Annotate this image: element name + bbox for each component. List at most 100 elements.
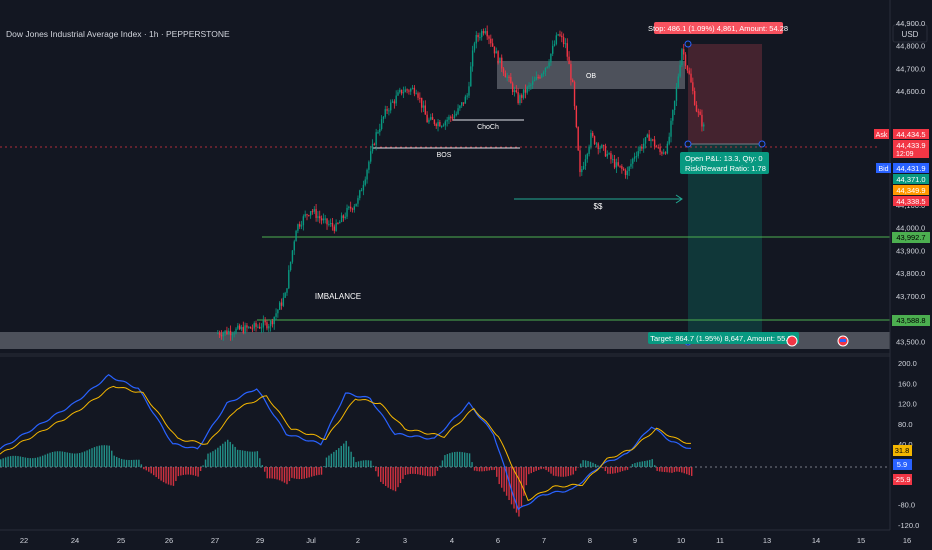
candle-body: [559, 34, 561, 36]
price-tick-9: 43,500.0: [896, 337, 925, 346]
candle-body: [333, 226, 335, 231]
candle-body: [586, 153, 588, 160]
histogram-bar: [661, 467, 663, 472]
histogram-bar: [293, 467, 296, 479]
candle-body: [495, 51, 497, 54]
histogram-bar: [582, 460, 584, 467]
histogram-bar: [123, 459, 125, 467]
candle-body: [413, 87, 416, 94]
histogram-bar: [14, 455, 17, 467]
histogram-bar: [624, 467, 626, 471]
candle-body: [683, 49, 685, 55]
candle-body: [482, 31, 485, 34]
entry-handle-left[interactable]: [684, 140, 692, 148]
time-tick-14: 10: [677, 536, 685, 545]
candle-body: [486, 31, 488, 37]
histogram-bar: [399, 467, 402, 484]
stop-zone[interactable]: [688, 44, 762, 144]
histogram-bar: [44, 454, 46, 467]
candle-body: [457, 108, 459, 114]
candle-body: [382, 116, 385, 120]
time-tick-10: 6: [496, 536, 500, 545]
currency-box[interactable]: [892, 24, 928, 43]
pane-separator[interactable]: [0, 353, 890, 357]
histogram-bar: [288, 467, 291, 482]
candle-body: [657, 147, 659, 149]
candle-body: [526, 86, 528, 93]
candle-body: [479, 37, 481, 39]
candle-body: [415, 93, 417, 95]
histogram-bar: [217, 447, 219, 467]
osc-tags-group: 31.8 5.9 -25.9: [893, 445, 912, 485]
candle-body: [406, 89, 408, 91]
histogram-bar: [165, 467, 167, 484]
histogram-bar: [120, 458, 123, 467]
price-tag-value-3: 44,371.0: [896, 175, 925, 184]
histogram-bar: [249, 451, 251, 467]
pnl-box[interactable]: [680, 152, 769, 174]
histogram-bar: [167, 467, 170, 485]
histogram-bar: [409, 467, 412, 474]
osc-tick-4: 40.0: [898, 440, 913, 449]
histogram-bar: [523, 467, 525, 496]
price-tick-3: 44,600.0: [896, 87, 925, 96]
histogram-bar: [424, 467, 426, 476]
candle-body: [546, 66, 548, 68]
entry-handle-right[interactable]: [758, 140, 766, 148]
candle-body: [473, 43, 476, 51]
candle-body: [664, 152, 667, 154]
histogram-bar: [646, 460, 648, 467]
osc-tag-1: 5.9: [897, 460, 907, 469]
candle-body: [379, 129, 381, 133]
histogram-bar: [545, 467, 547, 471]
histogram-bar: [81, 452, 83, 467]
candle-body: [592, 132, 594, 137]
histogram-bar: [64, 451, 66, 467]
histogram-bar: [69, 452, 71, 467]
histogram-bar: [46, 453, 49, 467]
candle-body: [299, 224, 301, 227]
histogram-bar: [177, 467, 180, 477]
candle-body: [373, 143, 376, 145]
histogram-bar: [663, 467, 666, 473]
candle-body: [366, 169, 368, 180]
time-axis[interactable]: [0, 530, 932, 550]
histogram-bar: [261, 465, 263, 467]
histogram-bar: [140, 464, 143, 467]
stop-label-bg[interactable]: [654, 22, 783, 34]
candle-body: [295, 230, 297, 242]
candle-body: [349, 206, 352, 209]
histogram-bar: [350, 451, 352, 467]
candle-body: [531, 81, 534, 85]
histogram-bar: [505, 467, 508, 496]
histogram-bar: [231, 444, 234, 467]
osc-tag-0: 31.8: [895, 446, 910, 455]
histogram-bar: [691, 467, 693, 476]
histogram-bar: [577, 467, 579, 468]
candle-body: [402, 92, 405, 94]
histogram-bar: [113, 455, 115, 467]
candle-body: [582, 166, 585, 170]
event-flag-icon[interactable]: [786, 335, 798, 347]
candle-body: [279, 302, 281, 310]
candle-body: [593, 136, 596, 144]
histogram-bar: [281, 467, 283, 482]
histogram-bar: [584, 460, 587, 467]
histogram-bar: [330, 453, 333, 467]
candle-body: [491, 43, 494, 47]
histogram-bar: [513, 467, 515, 509]
osc-axis[interactable]: [890, 356, 932, 530]
candle-body: [435, 124, 437, 127]
time-tick-12: 8: [588, 536, 592, 545]
chart-title[interactable]: Dow Jones Industrial Average Index · 1h …: [6, 29, 230, 39]
candle-body: [455, 113, 457, 116]
candle-body: [528, 85, 530, 87]
histogram-bar: [145, 467, 148, 471]
candle-body: [668, 136, 670, 144]
target-zone[interactable]: [688, 144, 762, 342]
histogram-bar: [355, 462, 357, 467]
target-label-bg[interactable]: [648, 332, 799, 344]
stop-handle[interactable]: [684, 40, 692, 48]
candle-body: [238, 325, 241, 330]
